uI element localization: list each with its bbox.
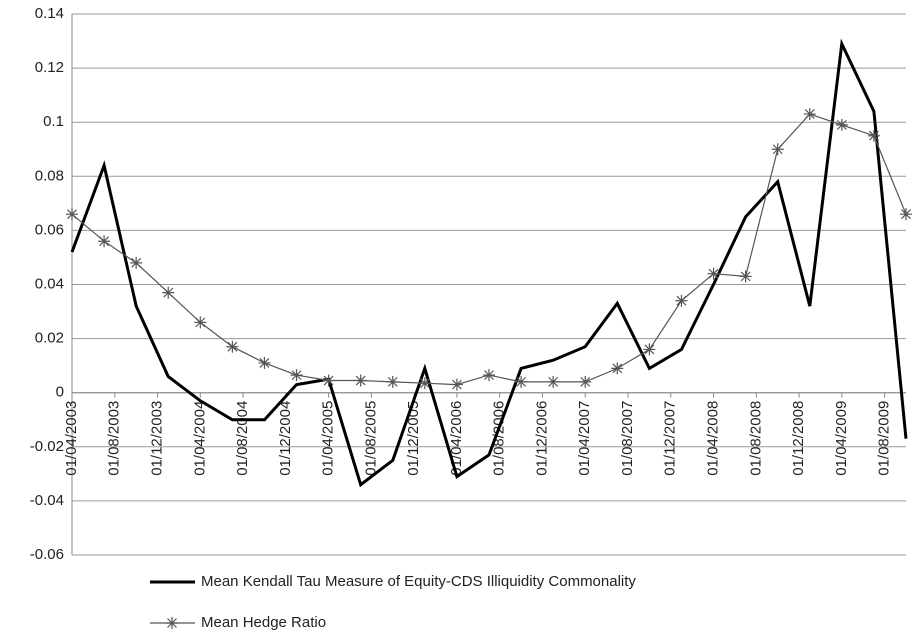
- y-tick-label: 0.12: [35, 59, 64, 76]
- marker: [162, 286, 175, 299]
- y-tick-label: 0.1: [43, 113, 64, 130]
- y-tick-label: 0: [56, 384, 64, 401]
- legend-label: Mean Kendall Tau Measure of Equity-CDS I…: [201, 573, 636, 590]
- y-tick-label: -0.04: [30, 492, 64, 509]
- x-tick-label: 01/04/2009: [833, 401, 850, 476]
- y-tick-label: 0.08: [35, 167, 64, 184]
- marker: [258, 356, 271, 369]
- marker: [194, 316, 207, 329]
- marker: [98, 235, 111, 248]
- marker: [547, 375, 560, 388]
- marker: [450, 378, 463, 391]
- marker: [579, 375, 592, 388]
- y-tick-label: 0.06: [35, 221, 64, 238]
- x-tick-label: 01/08/2009: [876, 401, 893, 476]
- y-tick-label: 0.04: [35, 275, 64, 292]
- x-tick-label: 01/08/2007: [619, 401, 636, 476]
- y-tick-label: -0.06: [30, 546, 64, 563]
- marker: [611, 362, 624, 375]
- marker: [707, 267, 720, 280]
- x-tick-label: 01/04/2007: [576, 401, 593, 476]
- marker: [675, 294, 688, 307]
- x-tick-label: 01/12/2008: [790, 401, 807, 476]
- legend-marker: [166, 617, 178, 629]
- marker: [418, 377, 431, 390]
- y-tick-label: 0.14: [35, 5, 64, 22]
- marker: [739, 270, 752, 283]
- marker: [130, 256, 143, 269]
- marker: [900, 208, 912, 221]
- x-tick-label: 01/08/2004: [234, 401, 251, 476]
- marker: [867, 129, 880, 142]
- marker: [226, 340, 239, 353]
- x-tick-label: 01/04/2008: [705, 401, 722, 476]
- marker: [386, 375, 399, 388]
- x-tick-label: 01/08/2008: [747, 401, 764, 476]
- y-tick-label: 0.02: [35, 330, 64, 347]
- marker: [803, 108, 816, 121]
- y-tick-label: -0.02: [30, 438, 64, 455]
- marker: [290, 369, 303, 382]
- marker: [322, 374, 335, 387]
- marker: [771, 143, 784, 156]
- marker: [483, 369, 495, 382]
- x-tick-label: 01/08/2003: [106, 401, 123, 476]
- legend-label: Mean Hedge Ratio: [201, 614, 326, 631]
- x-tick-label: 01/12/2007: [662, 401, 679, 476]
- marker: [354, 374, 367, 387]
- marker: [66, 208, 78, 221]
- marker: [515, 375, 528, 388]
- marker: [835, 118, 848, 131]
- x-tick-label: 01/04/2003: [63, 401, 80, 476]
- x-tick-label: 01/12/2004: [277, 401, 294, 476]
- x-tick-label: 01/04/2006: [448, 401, 465, 476]
- x-tick-label: 01/12/2006: [533, 401, 550, 476]
- x-tick-label: 01/12/2005: [405, 401, 422, 476]
- x-tick-label: 01/04/2004: [191, 401, 208, 476]
- x-tick-label: 01/12/2003: [149, 401, 166, 476]
- legend: Mean Kendall Tau Measure of Equity-CDS I…: [150, 573, 636, 631]
- x-tick-label: 01/08/2005: [362, 401, 379, 476]
- series-line: [71, 113, 907, 386]
- marker: [643, 343, 656, 356]
- x-tick-label: 01/04/2005: [320, 401, 337, 476]
